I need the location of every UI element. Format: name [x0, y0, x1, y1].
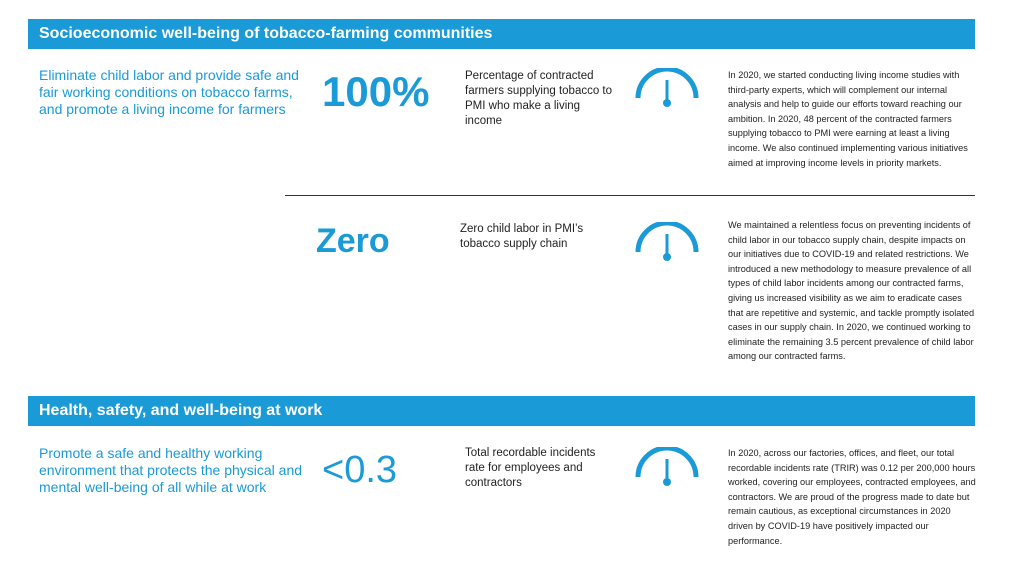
metric-description: Total recordable incidents rate for empl…: [465, 447, 596, 489]
row-divider: [285, 195, 975, 196]
gauge-icon: [635, 222, 699, 261]
section-header-socioeconomic: Socioeconomic well-being of tobacco-farm…: [28, 19, 975, 49]
gauge-icon: [635, 68, 699, 107]
goal-text: Promote a safe and healthy working envir…: [39, 445, 303, 495]
metric-description: Percentage of contracted farmers supplyi…: [465, 70, 613, 127]
goal-text: Eliminate child labor and provide safe a…: [39, 67, 299, 117]
metric-value: <0.3: [322, 449, 398, 491]
metric-body-text: In 2020, we started conducting living in…: [728, 70, 968, 168]
metric-description: Zero child labor in PMI’s tobacco supply…: [460, 223, 584, 250]
gauge-icon: [635, 447, 699, 486]
metric-value: Zero: [316, 222, 390, 260]
metric-body-text: In 2020, across our factories, offices, …: [728, 448, 976, 546]
metric-value: 100%: [322, 68, 430, 115]
metric-body-text: We maintained a relentless focus on prev…: [728, 220, 975, 362]
section-header-health-safety: Health, safety, and well-being at work: [28, 396, 975, 426]
